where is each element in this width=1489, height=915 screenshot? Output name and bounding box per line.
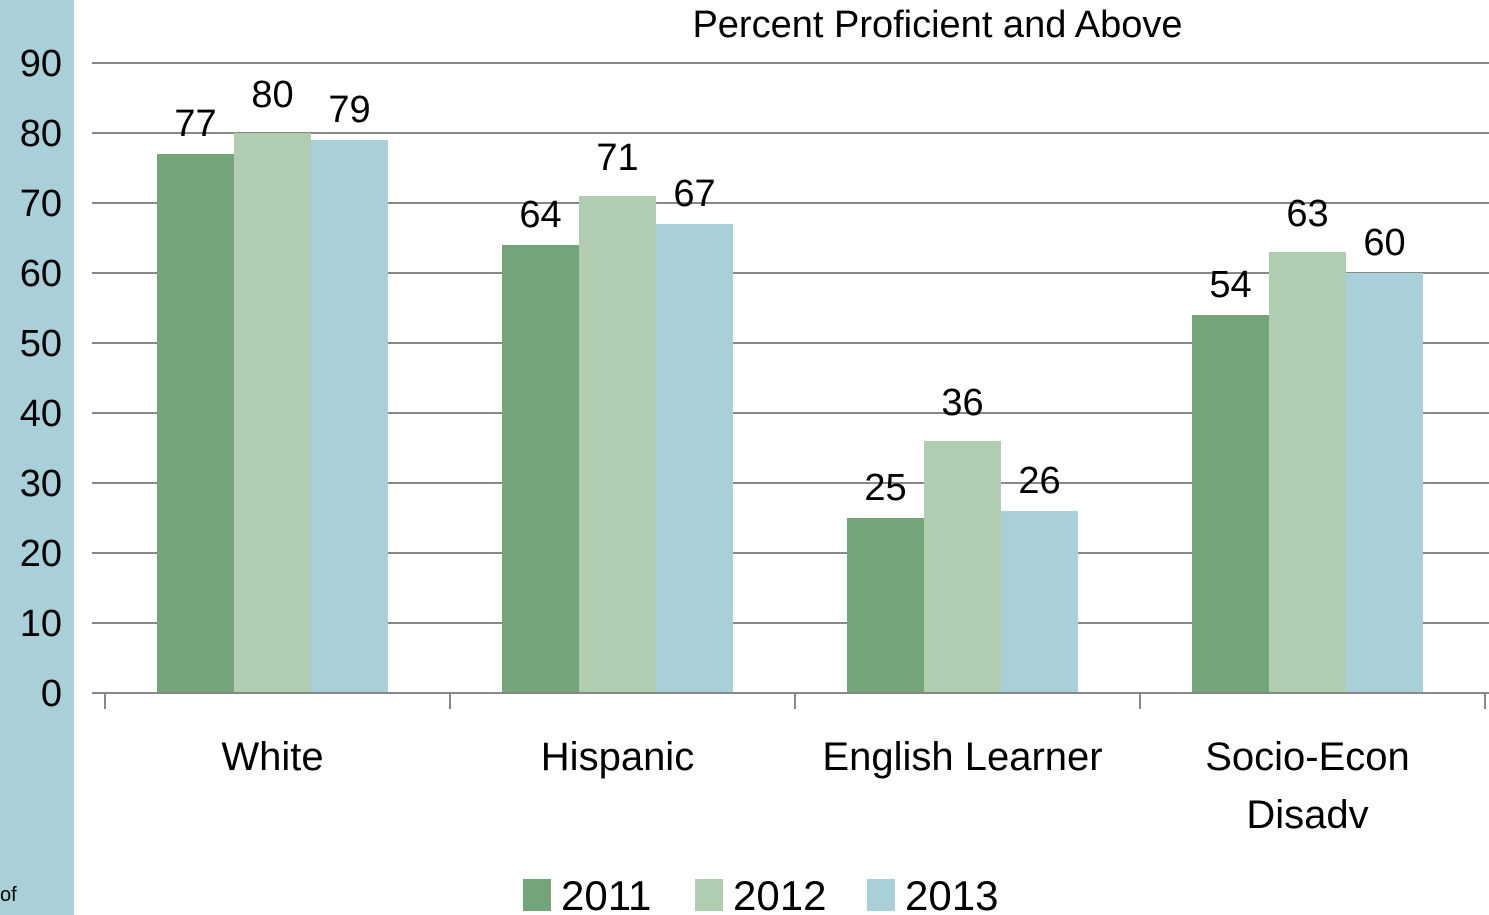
data-label: 26 <box>1018 460 1060 502</box>
bar-2012-white <box>234 133 311 693</box>
data-label: 63 <box>1286 193 1328 235</box>
y-tick-label: 0 <box>41 673 62 715</box>
legend-label-2011: 2011 <box>561 872 651 915</box>
data-label: 71 <box>596 137 638 179</box>
y-tick-label: 30 <box>20 463 62 505</box>
x-category-label: Hispanic <box>541 735 694 779</box>
y-tick-label: 10 <box>20 603 62 645</box>
y-tick-label: 90 <box>20 43 62 85</box>
data-label: 60 <box>1363 222 1405 264</box>
data-labels: 77 80 79 64 71 67 25 36 26 54 63 60 <box>174 74 1405 509</box>
legend-swatch-2011 <box>523 879 551 911</box>
x-category-label: White <box>221 735 323 779</box>
data-label: 79 <box>328 89 370 131</box>
x-axis <box>92 692 1489 709</box>
legend-swatch-2012 <box>695 879 723 911</box>
bar-2011-socio-econ-disadv <box>1192 315 1269 693</box>
bar-2011-english-learner <box>847 518 924 693</box>
data-label: 25 <box>864 467 906 509</box>
bars <box>157 133 1423 693</box>
data-label: 64 <box>519 194 561 236</box>
bar-2011-white <box>157 154 234 693</box>
y-tick-label: 60 <box>20 253 62 295</box>
bar-2012-hispanic <box>579 196 656 693</box>
data-label: 36 <box>941 382 983 424</box>
legend: 2011 2012 2013 <box>523 872 998 915</box>
y-tick-label: 20 <box>20 533 62 575</box>
data-label: 80 <box>251 74 293 116</box>
bar-2013-english-learner <box>1001 511 1078 693</box>
data-label: 67 <box>673 173 715 215</box>
y-tick-label: 50 <box>20 323 62 365</box>
legend-swatch-2013 <box>867 879 895 911</box>
bar-2013-socio-econ-disadv <box>1346 273 1423 693</box>
x-axis-category-labels: White Hispanic English Learner Socio-Econ Di… <box>221 735 1409 837</box>
x-category-label: English Learner <box>822 735 1102 779</box>
bar-2012-socio-econ-disadv <box>1269 252 1346 693</box>
bar-2013-white <box>311 140 388 693</box>
y-axis-tick-labels: 0 10 20 30 40 50 60 70 80 90 <box>20 43 62 715</box>
chart-title: Percent Proficient and Above <box>692 4 1183 46</box>
y-tick-label: 70 <box>20 183 62 225</box>
legend-label-2012: 2012 <box>733 872 826 915</box>
legend-label-2013: 2013 <box>905 872 998 915</box>
y-tick-label: 40 <box>20 393 62 435</box>
data-label: 54 <box>1209 264 1251 306</box>
data-label: 77 <box>174 103 216 145</box>
bar-2013-hispanic <box>656 224 733 693</box>
left-accent-strip <box>0 0 74 915</box>
bar-2011-hispanic <box>502 245 579 693</box>
bar-2012-english-learner <box>924 441 1001 693</box>
x-category-label: Socio-Econ <box>1205 735 1410 779</box>
y-tick-label: 80 <box>20 113 62 155</box>
x-category-label: Disadv <box>1246 793 1368 837</box>
cropped-text-fragment: of <box>0 884 17 906</box>
